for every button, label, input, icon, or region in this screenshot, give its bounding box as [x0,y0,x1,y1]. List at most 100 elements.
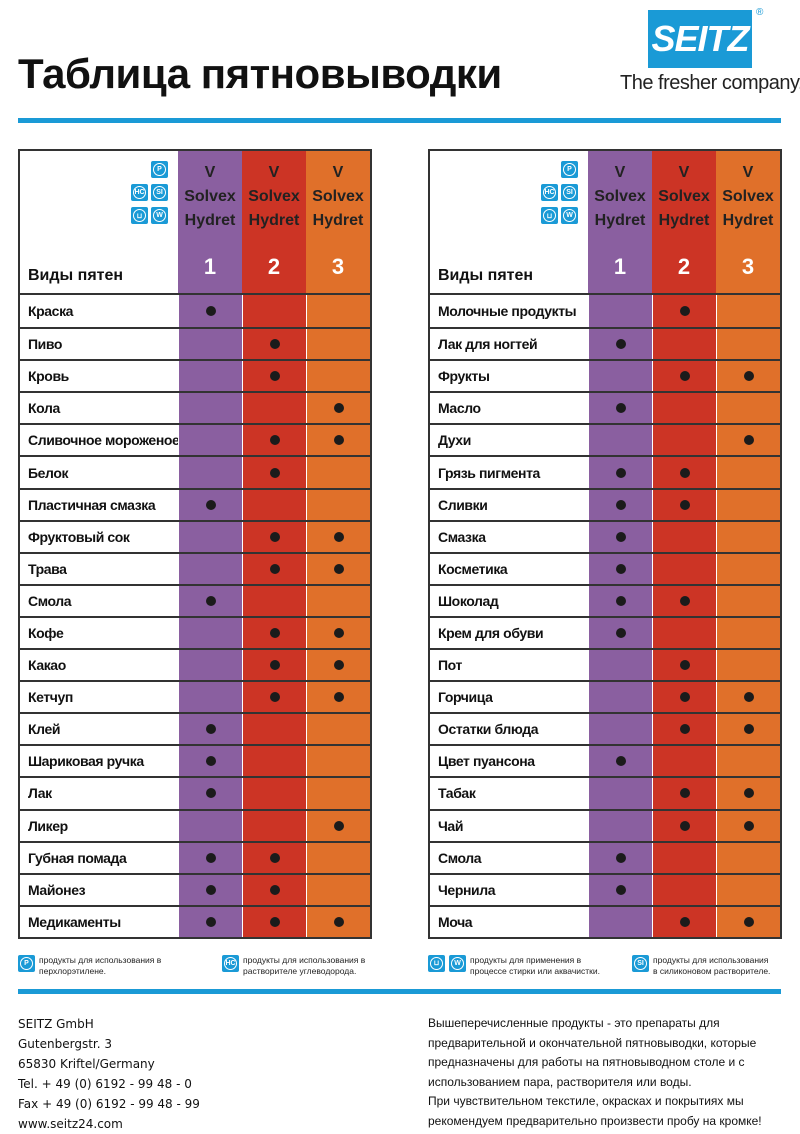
cell-product-3 [306,361,370,392]
recommended-dot [269,692,280,703]
stain-label: Сливочное мороженое [20,425,178,456]
recommended-dot [615,595,626,606]
product-name: Hydret [184,212,236,229]
table-row: Ликер [20,808,370,841]
product-name: Hydret [312,212,364,229]
stain-label: Смола [20,585,178,616]
stain-label: Трава [20,553,178,584]
stain-label: Пиво [20,329,178,360]
cell-product-1 [178,457,242,488]
silicone-icon: SI [632,955,649,972]
recommended-dot [615,563,626,574]
cell-product-3 [716,553,780,584]
stain-label: Какао [20,650,178,681]
table-row: Трава [20,551,370,584]
stain-label: Молочные продукты [430,295,588,328]
washtub-icon: ⊔ [131,207,148,224]
product-name: Hydret [658,212,710,229]
cell-product-3 [716,650,780,681]
recommended-dot [333,660,344,671]
product-v: V [742,164,754,181]
recommended-dot [333,531,344,542]
product-column-header-1: V Solvex Hydret 1 [588,151,652,293]
cell-product-1 [178,778,242,809]
stain-label: Краска [20,295,178,328]
top-divider [18,118,781,123]
cell-product-1 [588,585,652,616]
product-number: 2 [267,254,281,279]
product-name: Solvex [184,188,236,205]
recommended-dot [615,852,626,863]
recommended-dot [205,788,216,799]
cell-product-2 [652,906,716,937]
table-row: Остатки блюда [430,712,780,745]
website-link[interactable]: www.seitz24.com [18,1117,123,1131]
table-row: Сливочное мороженое [20,423,370,456]
cell-product-1 [588,874,652,905]
table-row: Крем для обуви [430,615,780,649]
stain-label: Лак для ногтей [430,329,588,360]
cell-product-1 [178,682,242,713]
cell-product-3 [306,682,370,713]
cell-product-1 [178,329,242,360]
stain-label: Цвет пуансона [430,746,588,777]
cell-product-2 [652,810,716,841]
product-name: Solvex [248,188,300,205]
cell-product-1 [178,295,242,328]
product-v: V [268,164,280,181]
cell-product-2 [652,650,716,681]
legend-item: HC продукты для использования в растворите… [222,955,365,977]
cell-product-1 [588,746,652,777]
recommended-dot [615,531,626,542]
cell-product-3 [306,393,370,424]
table-row: Сливки [430,487,780,520]
cell-product-2 [242,521,306,552]
cell-product-3 [716,810,780,841]
cell-product-2 [242,425,306,456]
cell-product-3 [716,778,780,809]
recommended-dot [615,339,626,350]
product-v: V [204,164,216,181]
cell-product-1 [588,521,652,552]
seitz-logo: SEITZ [648,10,752,68]
cell-product-1 [588,329,652,360]
hydrocarbon-icon: HC [222,955,239,972]
stain-label: Пот [430,650,588,681]
recommended-dot [333,627,344,638]
recommended-dot [333,916,344,927]
cell-product-2 [242,874,306,905]
cell-product-1 [178,650,242,681]
cell-product-1 [178,425,242,456]
table-row: Пиво [20,327,370,360]
cell-product-2 [652,425,716,456]
cell-product-2 [242,746,306,777]
cell-product-2 [652,874,716,905]
product-number: 2 [677,254,691,279]
cell-product-1 [588,842,652,873]
stain-label: Лак [20,778,178,809]
cell-product-2 [242,553,306,584]
cell-product-2 [652,682,716,713]
table-header: P HC SI ⊔ W Виды пятен V Solvex Hydret 1 V S… [430,151,780,295]
table-row: Краска [20,295,370,328]
table-row: Шоколад [430,583,780,616]
recommended-dot [743,916,754,927]
city: 65830 Kriftel/Germany [18,1057,155,1071]
stain-label: Губная помада [20,842,178,873]
table-body: Молочные продукты Лак для ногтей Фрукты Мас… [430,295,780,937]
washtub-icon: ⊔ [541,207,558,224]
column-header-stain-type: Виды пятен [28,267,124,284]
product-v: V [678,164,690,181]
stain-label: Сливки [430,489,588,520]
stain-label: Духи [430,425,588,456]
recommended-dot [615,756,626,767]
cell-product-2 [242,585,306,616]
company-name: SEITZ GmbH [18,1017,94,1031]
recommended-dot [743,820,754,831]
cell-product-2 [652,393,716,424]
table-row: Горчица [430,680,780,713]
note-line: предназначены для работы на пятновыводно… [428,1055,745,1069]
recommended-dot [615,884,626,895]
table-row: Фрукты [430,359,780,392]
